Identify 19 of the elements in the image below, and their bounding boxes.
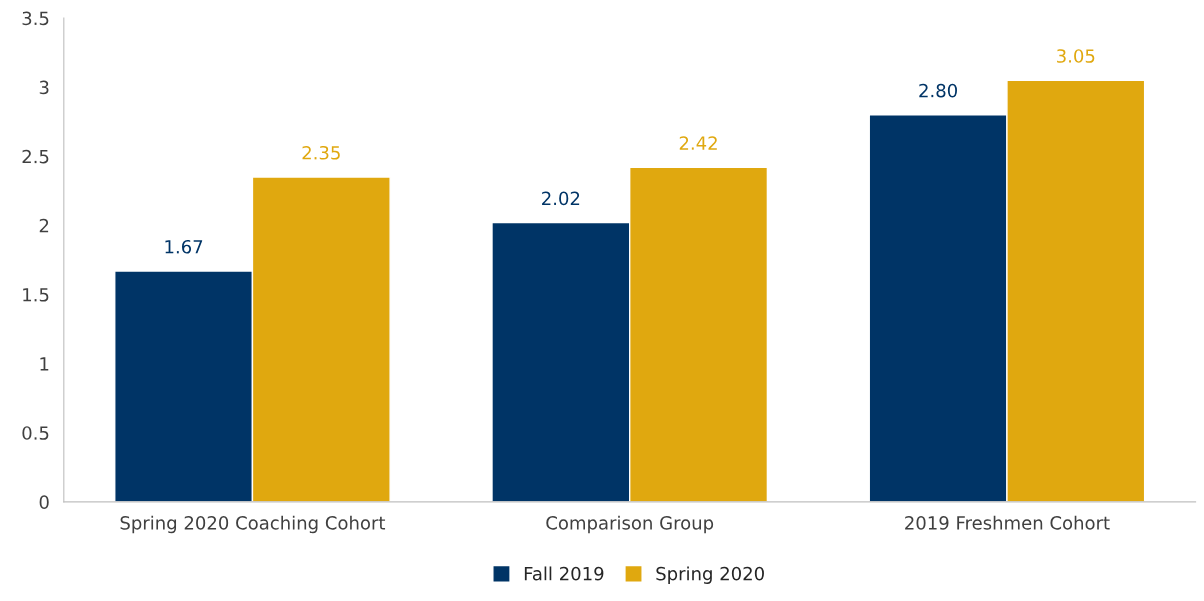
y-tick-label: 2 xyxy=(39,218,49,233)
legend-label: Spring 2020 xyxy=(656,566,764,584)
x-tick-label: Spring 2020 Coaching Cohort xyxy=(120,515,386,534)
data-label: 3.05 xyxy=(1057,49,1095,63)
data-label: 2.35 xyxy=(302,145,340,160)
y-tick-label: 1.5 xyxy=(23,288,49,302)
y-tick-label: 0 xyxy=(39,495,49,509)
x-tick-label: 2019 Freshmen Cohort xyxy=(905,515,1110,530)
y-tick-label: 3.5 xyxy=(22,11,49,26)
x-tick-label: Comparison Group xyxy=(546,515,714,534)
data-label: 2.02 xyxy=(542,191,580,206)
data-label: 2.42 xyxy=(679,136,717,150)
data-label: 1.67 xyxy=(165,239,203,254)
y-tick-label: 2.5 xyxy=(22,149,49,164)
y-tick-label: 1 xyxy=(40,357,49,371)
y-tick-label: 3 xyxy=(39,80,49,95)
legend-label: Fall 2019 xyxy=(524,566,604,581)
data-label: 2.80 xyxy=(919,83,957,98)
y-tick-label: 0.5 xyxy=(22,426,49,440)
